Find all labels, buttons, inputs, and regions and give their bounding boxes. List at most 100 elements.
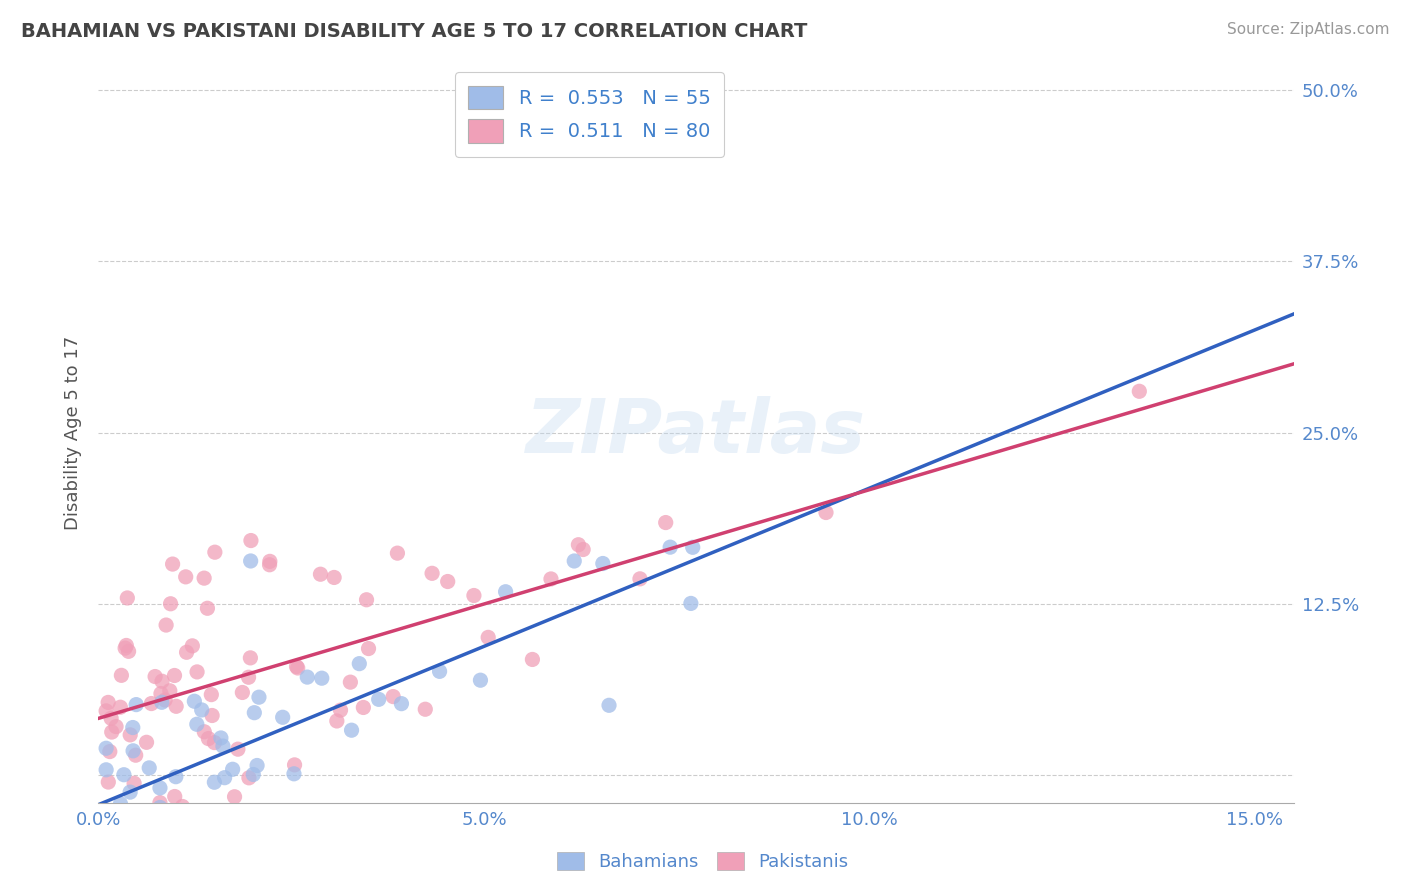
Point	[104, 837, 127, 851]
Point	[135, 735, 157, 749]
Point	[340, 723, 363, 738]
Point	[145, 827, 167, 841]
Point	[120, 728, 142, 742]
Point	[110, 668, 132, 682]
Point	[146, 829, 169, 843]
Point	[352, 700, 374, 714]
Point	[429, 665, 451, 679]
Point	[172, 799, 194, 814]
Point	[186, 717, 208, 731]
Point	[117, 644, 139, 658]
Point	[209, 731, 232, 745]
Point	[522, 652, 544, 666]
Point	[162, 557, 184, 571]
Point	[183, 694, 205, 708]
Point	[246, 758, 269, 772]
Point	[193, 724, 215, 739]
Point	[146, 822, 169, 836]
Point	[243, 706, 266, 720]
Point	[231, 685, 253, 699]
Point	[163, 789, 186, 804]
Point	[247, 690, 270, 705]
Point	[540, 572, 562, 586]
Point	[413, 702, 436, 716]
Point	[149, 796, 172, 810]
Point	[470, 673, 492, 688]
Point	[239, 651, 262, 665]
Point	[150, 695, 173, 709]
Point	[94, 741, 117, 756]
Legend: Bahamians, Pakistanis: Bahamians, Pakistanis	[550, 845, 856, 879]
Point	[110, 700, 132, 714]
Point	[285, 659, 308, 673]
Point	[115, 831, 138, 846]
Text: Source: ZipAtlas.com: Source: ZipAtlas.com	[1226, 22, 1389, 37]
Point	[163, 668, 186, 682]
Point	[339, 675, 361, 690]
Point	[477, 631, 499, 645]
Point	[197, 601, 219, 615]
Point	[287, 661, 309, 675]
Point	[239, 533, 262, 548]
Point	[97, 775, 120, 789]
Point	[283, 766, 305, 780]
Point	[149, 780, 172, 795]
Point	[357, 641, 380, 656]
Text: BAHAMIAN VS PAKISTANI DISABILITY AGE 5 TO 17 CORRELATION CHART: BAHAMIAN VS PAKISTANI DISABILITY AGE 5 T…	[21, 22, 807, 41]
Point	[659, 540, 682, 554]
Point	[259, 558, 281, 572]
Point	[105, 720, 128, 734]
Point	[149, 687, 172, 701]
Point	[572, 542, 595, 557]
Point	[138, 761, 160, 775]
Point	[598, 698, 620, 713]
Point	[125, 748, 148, 763]
Point	[197, 731, 219, 746]
Point	[567, 538, 589, 552]
Point	[329, 703, 352, 717]
Point	[115, 639, 138, 653]
Point	[120, 785, 142, 799]
Point	[326, 714, 349, 728]
Point	[122, 744, 145, 758]
Point	[562, 554, 585, 568]
Point	[311, 671, 333, 685]
Point	[122, 776, 145, 790]
Point	[387, 546, 409, 560]
Point	[349, 657, 371, 671]
Text: ZIPatlas: ZIPatlas	[526, 396, 866, 469]
Point	[814, 506, 837, 520]
Point	[165, 699, 187, 714]
Point	[679, 596, 702, 610]
Point	[436, 574, 458, 589]
Point	[153, 693, 176, 707]
Point	[212, 739, 235, 753]
Point	[125, 698, 148, 712]
Point	[176, 645, 198, 659]
Point	[367, 692, 389, 706]
Point	[242, 767, 264, 781]
Point	[592, 557, 614, 571]
Point	[259, 554, 281, 568]
Point	[146, 818, 169, 832]
Point	[159, 597, 181, 611]
Point	[463, 589, 485, 603]
Point	[204, 736, 226, 750]
Point	[221, 762, 243, 776]
Point	[202, 775, 225, 789]
Point	[150, 674, 173, 689]
Point	[309, 567, 332, 582]
Point	[226, 742, 249, 756]
Point	[121, 837, 143, 851]
Point	[238, 771, 260, 785]
Point	[200, 688, 222, 702]
Point	[149, 800, 172, 814]
Point	[143, 669, 166, 683]
Point	[682, 541, 704, 555]
Point	[98, 745, 121, 759]
Point	[121, 721, 143, 735]
Point	[114, 641, 136, 656]
Point	[112, 768, 135, 782]
Point	[239, 554, 262, 568]
Point	[214, 771, 236, 785]
